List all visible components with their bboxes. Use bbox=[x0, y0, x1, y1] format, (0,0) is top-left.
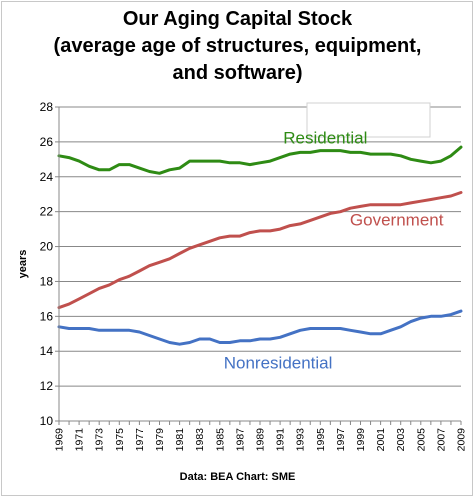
x-tick-label: 1975 bbox=[114, 428, 126, 452]
series-line-nonresidential bbox=[57, 309, 463, 346]
x-tick-label: 2005 bbox=[415, 428, 427, 452]
x-tick-label: 1983 bbox=[194, 428, 206, 452]
y-tick-label: 22 bbox=[40, 205, 54, 219]
series-labels: Residential Government Nonresidential bbox=[224, 129, 444, 373]
x-tick-labels: 1969 1971 1973 1975 1977 1979 1981 1983 1985 1987… bbox=[54, 428, 468, 452]
y-tick-label: 24 bbox=[40, 170, 54, 184]
x-tick-label: 1991 bbox=[275, 428, 287, 452]
y-axis-label: years bbox=[17, 250, 29, 279]
series-label-residential: Residential bbox=[283, 129, 367, 148]
y-tick-label: 18 bbox=[40, 274, 54, 288]
series-lines bbox=[57, 145, 463, 346]
axes bbox=[55, 106, 462, 425]
x-tick-label: 1969 bbox=[54, 428, 66, 452]
chart-title-line-2: (average age of structures, equipment, bbox=[53, 35, 422, 57]
y-tick-label: 14 bbox=[40, 344, 54, 358]
x-tick-label: 1995 bbox=[315, 428, 327, 452]
x-tick-label: 1973 bbox=[94, 428, 106, 452]
source-caption: Data: BEA Chart: SME bbox=[179, 471, 296, 483]
series-line-government bbox=[57, 191, 463, 310]
x-tick-label: 2003 bbox=[395, 428, 407, 452]
x-tick-label: 1977 bbox=[134, 428, 146, 452]
series-label-nonresidential: Nonresidential bbox=[224, 354, 333, 373]
y-tick-label: 12 bbox=[40, 379, 54, 393]
x-tick-label: 1979 bbox=[154, 428, 166, 452]
y-tick-label: 10 bbox=[40, 414, 54, 428]
y-tick-label: 26 bbox=[40, 135, 54, 149]
x-tick-label: 1999 bbox=[355, 428, 367, 452]
legend-box-residential bbox=[306, 102, 431, 138]
series-line-residential bbox=[57, 145, 463, 175]
x-tick-label: 1981 bbox=[174, 428, 186, 452]
chart-title-line-3: and software) bbox=[172, 62, 303, 84]
x-tick-label: 1985 bbox=[214, 428, 226, 452]
x-tick-label: 1971 bbox=[74, 428, 86, 452]
y-tick-label: 16 bbox=[40, 309, 54, 323]
gridlines bbox=[59, 106, 461, 387]
x-tick-label: 1987 bbox=[234, 428, 246, 452]
chart-title: Our Aging Capital Stock (average age of … bbox=[0, 6, 475, 87]
y-tick-label: 20 bbox=[40, 240, 54, 254]
y-tick-label: 28 bbox=[40, 100, 54, 114]
y-tick-labels: 10 12 14 16 18 20 22 24 26 28 bbox=[40, 100, 54, 428]
x-tick-label: 1989 bbox=[255, 428, 267, 452]
series-label-government: Government bbox=[350, 211, 444, 230]
x-tick-label: 1997 bbox=[335, 428, 347, 452]
chart-title-line-1: Our Aging Capital Stock bbox=[122, 8, 353, 30]
x-tick-label: 2007 bbox=[435, 428, 447, 452]
x-tick-label: 2001 bbox=[375, 428, 387, 452]
x-tick-label: 2009 bbox=[456, 428, 468, 452]
x-tick-label: 1993 bbox=[295, 428, 307, 452]
